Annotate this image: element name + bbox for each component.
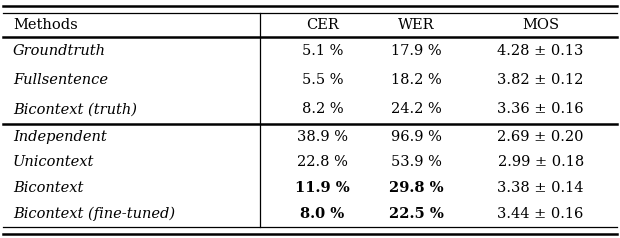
Text: Unicontext: Unicontext bbox=[13, 155, 94, 169]
Text: WER: WER bbox=[399, 18, 435, 32]
Text: Bicontext (truth): Bicontext (truth) bbox=[13, 102, 137, 116]
Text: 22.8 %: 22.8 % bbox=[297, 155, 348, 169]
Text: 96.9 %: 96.9 % bbox=[391, 130, 442, 144]
Text: 22.5 %: 22.5 % bbox=[389, 207, 444, 221]
Text: 11.9 %: 11.9 % bbox=[295, 181, 350, 195]
Text: CER: CER bbox=[306, 18, 339, 32]
Text: 3.36 ± 0.16: 3.36 ± 0.16 bbox=[497, 102, 584, 116]
Text: 8.0 %: 8.0 % bbox=[300, 207, 345, 221]
Text: 29.8 %: 29.8 % bbox=[389, 181, 444, 195]
Text: Independent: Independent bbox=[13, 130, 107, 144]
Text: 18.2 %: 18.2 % bbox=[391, 73, 442, 87]
Text: 17.9 %: 17.9 % bbox=[391, 44, 442, 58]
Text: 24.2 %: 24.2 % bbox=[391, 102, 442, 116]
Text: Bicontext (fine-tuned): Bicontext (fine-tuned) bbox=[13, 207, 175, 221]
Text: 3.44 ± 0.16: 3.44 ± 0.16 bbox=[497, 207, 584, 221]
Text: Bicontext: Bicontext bbox=[13, 181, 84, 195]
Text: 3.38 ± 0.14: 3.38 ± 0.14 bbox=[497, 181, 584, 195]
Text: Fullsentence: Fullsentence bbox=[13, 73, 108, 87]
Text: 2.69 ± 0.20: 2.69 ± 0.20 bbox=[497, 130, 584, 144]
Text: 5.1 %: 5.1 % bbox=[302, 44, 343, 58]
Text: 38.9 %: 38.9 % bbox=[297, 130, 348, 144]
Text: MOS: MOS bbox=[522, 18, 559, 32]
Text: 3.82 ± 0.12: 3.82 ± 0.12 bbox=[497, 73, 584, 87]
Text: Methods: Methods bbox=[13, 18, 78, 32]
Text: 2.99 ± 0.18: 2.99 ± 0.18 bbox=[497, 155, 584, 169]
Text: 4.28 ± 0.13: 4.28 ± 0.13 bbox=[497, 44, 584, 58]
Text: 5.5 %: 5.5 % bbox=[302, 73, 343, 87]
Text: 8.2 %: 8.2 % bbox=[301, 102, 343, 116]
Text: 53.9 %: 53.9 % bbox=[391, 155, 442, 169]
Text: Groundtruth: Groundtruth bbox=[13, 44, 106, 58]
